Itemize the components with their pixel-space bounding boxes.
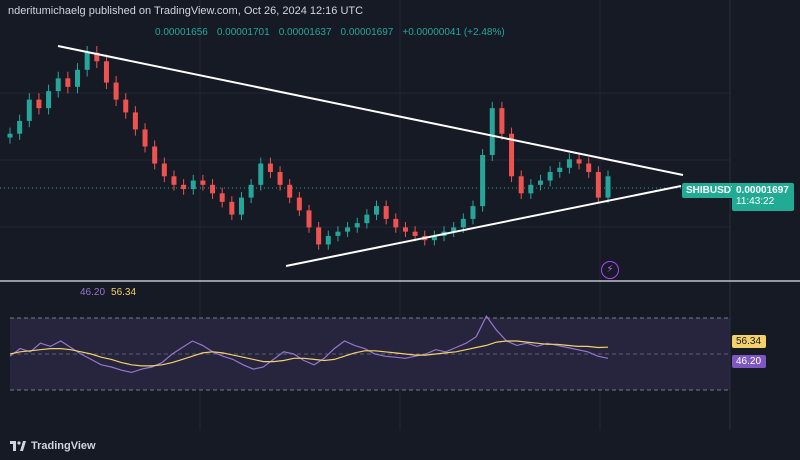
candle-body [489,108,495,155]
rsi-line [9,315,609,374]
candle-body [132,112,138,130]
candle-body [402,227,408,232]
candle-body [219,193,225,202]
candle-body [431,235,437,241]
candle-body [557,167,563,173]
last-price-value: 0.00001697 [736,185,789,196]
candle-body [470,206,476,219]
rsi-ma-tag: 56.34 [732,335,766,348]
lightning-icon[interactable]: ⚡ [601,261,619,279]
candle-body [36,99,42,109]
ohlc-legend: 0.00001656 0.00001701 0.00001637 0.00001… [155,27,505,38]
candle-body [364,214,370,224]
candle-body [325,235,331,245]
ohlc-open: 0.00001656 [155,27,208,38]
rsi-legend: 46.20 56.34 [80,287,136,298]
rsi-ma-line [9,340,609,367]
candles [7,45,611,250]
bar-countdown: 11:43:22 [736,196,775,207]
ascending-trendline[interactable] [285,185,682,267]
candle-body [84,52,90,70]
candle-body [161,163,167,177]
candle-body [113,82,119,100]
candle-body [277,172,283,185]
candle-body [316,227,322,245]
candle-body [383,206,389,219]
candle-body [509,133,515,177]
tradingview-logo-icon [10,441,26,451]
candle-body [46,91,52,109]
candle-body [152,146,158,164]
candle-body [499,108,505,134]
candle-body [412,231,418,236]
brand-name: TradingView [31,440,96,452]
candle-body [229,201,235,215]
candle-body [238,197,244,215]
ohlc-change: +0.00000041 (+2.48%) [402,27,505,38]
grid-lines [0,0,730,430]
candle-body [605,176,611,198]
publisher-info: nderitumichaelg published on TradingView… [8,5,364,17]
candle-body [335,231,341,236]
candle-body [393,218,399,228]
candle-body [142,129,148,147]
candle-body [200,180,206,185]
candle-body [547,172,553,181]
candle-body [26,99,32,121]
candle-body [248,184,254,198]
candle-body [258,163,264,185]
candle-body [123,99,129,113]
candle-body [190,180,196,190]
candle-body [55,78,61,92]
candle-body [576,159,582,164]
candle-body [480,155,486,207]
ohlc-low: 0.00001637 [278,27,332,38]
candle-body [7,133,13,138]
last-price-tag: 0.00001697 11:43:22 [732,183,794,211]
ohlc-high: 0.00001701 [216,27,270,38]
candle-body [451,227,457,232]
candle-body [595,172,601,198]
candle-body [65,78,71,87]
candle-body [94,52,100,62]
candle-body [287,184,293,198]
candle-body [75,69,81,87]
ohlc-close: 0.00001697 [340,27,394,38]
tradingview-brand[interactable]: TradingView [10,440,96,452]
candle-body [17,120,23,134]
candle-body [345,227,351,232]
candle-body [306,210,312,228]
candle-body [374,206,380,215]
candle-body [210,184,216,194]
rsi-value-tag: 46.20 [732,355,766,368]
symbol-tag: SHIBUSDT [682,183,742,198]
candle-body [537,180,543,185]
rsi-legend-ma: 56.34 [111,287,137,298]
candle-body [518,176,524,194]
candle-body [267,163,273,173]
descending-trendline[interactable] [57,45,684,176]
candle-body [354,223,360,228]
candle-body [171,176,177,185]
candle-body [566,159,572,168]
candle-body [296,197,302,211]
rsi-legend-value: 46.20 [80,287,106,298]
candle-body [181,184,187,190]
candle-body [460,218,466,228]
candle-body [586,163,592,173]
candle-body [103,61,109,83]
candle-body [528,184,534,194]
